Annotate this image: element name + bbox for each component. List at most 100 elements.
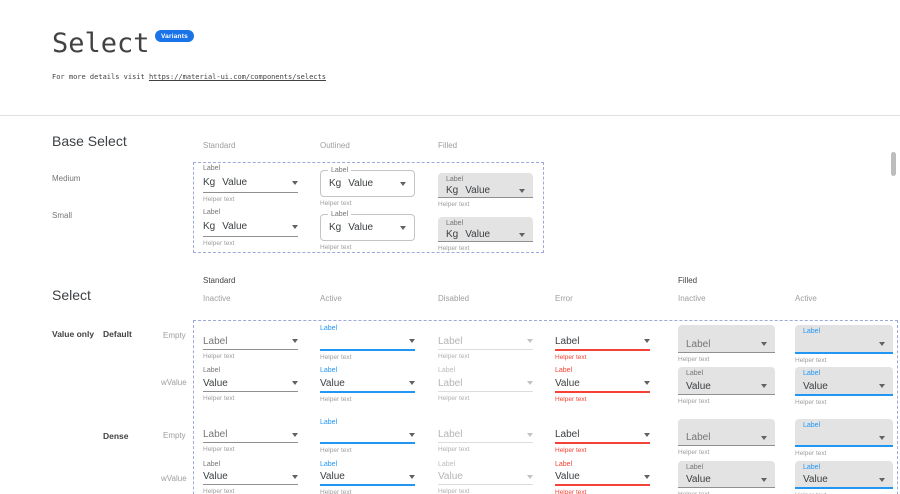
base-select-field-outlined-small[interactable]: Label Kg Value Helper text — [320, 209, 415, 251]
column-header-filled: Filled — [438, 141, 458, 150]
select-value-row: Kg Value — [329, 215, 406, 240]
select-value: Value — [686, 474, 711, 485]
select-value-row: Value — [320, 375, 415, 391]
select-floating-label — [203, 325, 298, 333]
select-floating-label: Label — [438, 461, 456, 468]
select-field-standard-inactive[interactable]: Label Helper text — [203, 419, 298, 453]
select-value-row: Value — [686, 378, 767, 394]
select-value-row: Value — [320, 469, 415, 484]
select-floating-label — [686, 328, 767, 336]
select-underline — [555, 442, 650, 444]
select-value: Label — [686, 432, 711, 443]
select-underline — [320, 349, 415, 351]
select-helper-text: Helper text — [203, 240, 235, 247]
select-floating-label: Label — [803, 328, 821, 335]
select-value: Value — [320, 471, 345, 482]
select-value-row — [320, 427, 415, 442]
chevron-down-icon — [409, 474, 415, 479]
select-underline — [203, 192, 298, 193]
select-value: Value — [222, 177, 248, 188]
select-helper-text: Helper text — [320, 396, 352, 403]
chevron-down-icon — [527, 339, 533, 343]
chevron-down-icon — [409, 339, 415, 343]
chevron-down-icon — [879, 435, 885, 440]
select-field-standard-disabled[interactable]: Label Value Helper text — [438, 461, 533, 494]
base-select-field-filled-medium[interactable]: Label Kg Value Helper text — [438, 165, 533, 208]
column-header-filled-active: Active — [795, 294, 817, 303]
select-value: Value — [438, 471, 463, 482]
select-field-standard-error[interactable]: Label Value Helper text — [555, 367, 650, 403]
select-floating-label — [438, 325, 533, 333]
docs-link[interactable]: https://material-ui.com/components/selec… — [148, 73, 326, 81]
select-filled-box: Label Value — [795, 367, 893, 396]
select-field-standard-error[interactable]: Label Value Helper text — [555, 461, 650, 494]
chevron-down-icon — [879, 384, 885, 388]
select-field-standard-inactive[interactable]: Label Value Helper text — [203, 461, 298, 494]
chevron-down-icon — [519, 232, 525, 237]
chevron-down-icon — [292, 381, 298, 385]
chevron-down-icon — [292, 339, 298, 343]
base-select-field-standard-medium[interactable]: Label Kg Value Helper text — [203, 165, 298, 203]
select-helper-text: Helper text — [678, 398, 710, 405]
select-adornment: Kg — [329, 178, 342, 189]
select-value: Value — [203, 471, 228, 482]
select-helper-text: Helper text — [438, 488, 470, 494]
select-floating-label: Label — [803, 422, 821, 429]
select-helper-text: Helper text — [795, 357, 827, 364]
select-field-standard-inactive[interactable]: Label Value Helper text — [203, 367, 298, 402]
select-floating-label: Label — [320, 419, 338, 426]
select-field-filled-inactive[interactable]: Label Helper text — [678, 419, 775, 456]
select-value-row — [320, 333, 415, 349]
select-value-row: Kg Value — [203, 217, 298, 236]
select-value: Label — [203, 429, 228, 440]
select-floating-label: Label — [438, 367, 456, 374]
select-field-standard-disabled[interactable]: Label Label Helper text — [438, 367, 533, 402]
select-field-filled-active[interactable]: Label Value Helper text — [795, 461, 893, 494]
select-field-filled-active[interactable]: Label Helper text — [795, 419, 893, 457]
select-field-standard-active[interactable]: Label Helper text — [320, 419, 415, 454]
select-helper-text: Helper text — [438, 395, 470, 402]
select-floating-label: Label — [203, 367, 221, 374]
select-field-filled-inactive[interactable]: Label Helper text — [678, 325, 775, 363]
select-notch-label: Label — [328, 167, 352, 175]
chevron-down-icon — [527, 474, 533, 479]
select-field-standard-disabled[interactable]: Label Helper text — [438, 419, 533, 453]
select-field-standard-active[interactable]: Label Value Helper text — [320, 367, 415, 403]
select-group-outline — [193, 320, 898, 494]
select-floating-label: Label — [686, 370, 704, 377]
row-label-small: Small — [52, 211, 73, 220]
chevron-down-icon — [644, 432, 650, 437]
select-field-standard-error[interactable]: Label Helper text — [555, 325, 650, 361]
select-field-standard-active[interactable]: Label Helper text — [320, 325, 415, 361]
chevron-down-icon — [761, 342, 767, 346]
select-helper-text: Helper text — [555, 396, 587, 403]
select-value-row: Value — [555, 375, 650, 391]
select-field-filled-active[interactable]: Label Helper text — [795, 325, 893, 364]
select-value-row: Label — [686, 430, 767, 445]
select-value: Value — [203, 377, 228, 389]
scrollbar-thumb[interactable] — [891, 152, 896, 176]
select-helper-text: Helper text — [795, 450, 827, 457]
select-adornment: Kg — [203, 221, 216, 232]
select-field-standard-disabled[interactable]: Label Helper text — [438, 325, 533, 360]
select-outlined-box: Label Kg Value — [320, 211, 415, 241]
select-floating-label: Label — [320, 325, 338, 332]
select-value-row: Label — [686, 336, 767, 352]
select-field-standard-inactive[interactable]: Label Helper text — [203, 325, 298, 360]
column-header-standard-active: Active — [320, 294, 342, 303]
select-field-standard-error[interactable]: Label Helper text — [555, 419, 650, 454]
select-field-filled-inactive[interactable]: Label Value Helper text — [678, 461, 775, 494]
select-field-filled-active[interactable]: Label Value Helper text — [795, 367, 893, 406]
select-underline — [320, 442, 415, 444]
chevron-down-icon — [409, 381, 415, 385]
select-field-standard-active[interactable]: Label Value Helper text — [320, 461, 415, 494]
select-field-filled-inactive[interactable]: Label Value Helper text — [678, 367, 775, 405]
select-helper-text: Helper text — [320, 447, 352, 454]
base-select-field-filled-small[interactable]: Label Kg Value Helper text — [438, 209, 533, 252]
chevron-down-icon — [644, 381, 650, 385]
select-helper-text: Helper text — [203, 196, 235, 203]
chevron-down-icon — [761, 435, 767, 440]
base-select-field-standard-small[interactable]: Label Kg Value Helper text — [203, 209, 298, 247]
base-select-field-outlined-medium[interactable]: Label Kg Value Helper text — [320, 165, 415, 207]
chevron-down-icon — [292, 474, 298, 479]
